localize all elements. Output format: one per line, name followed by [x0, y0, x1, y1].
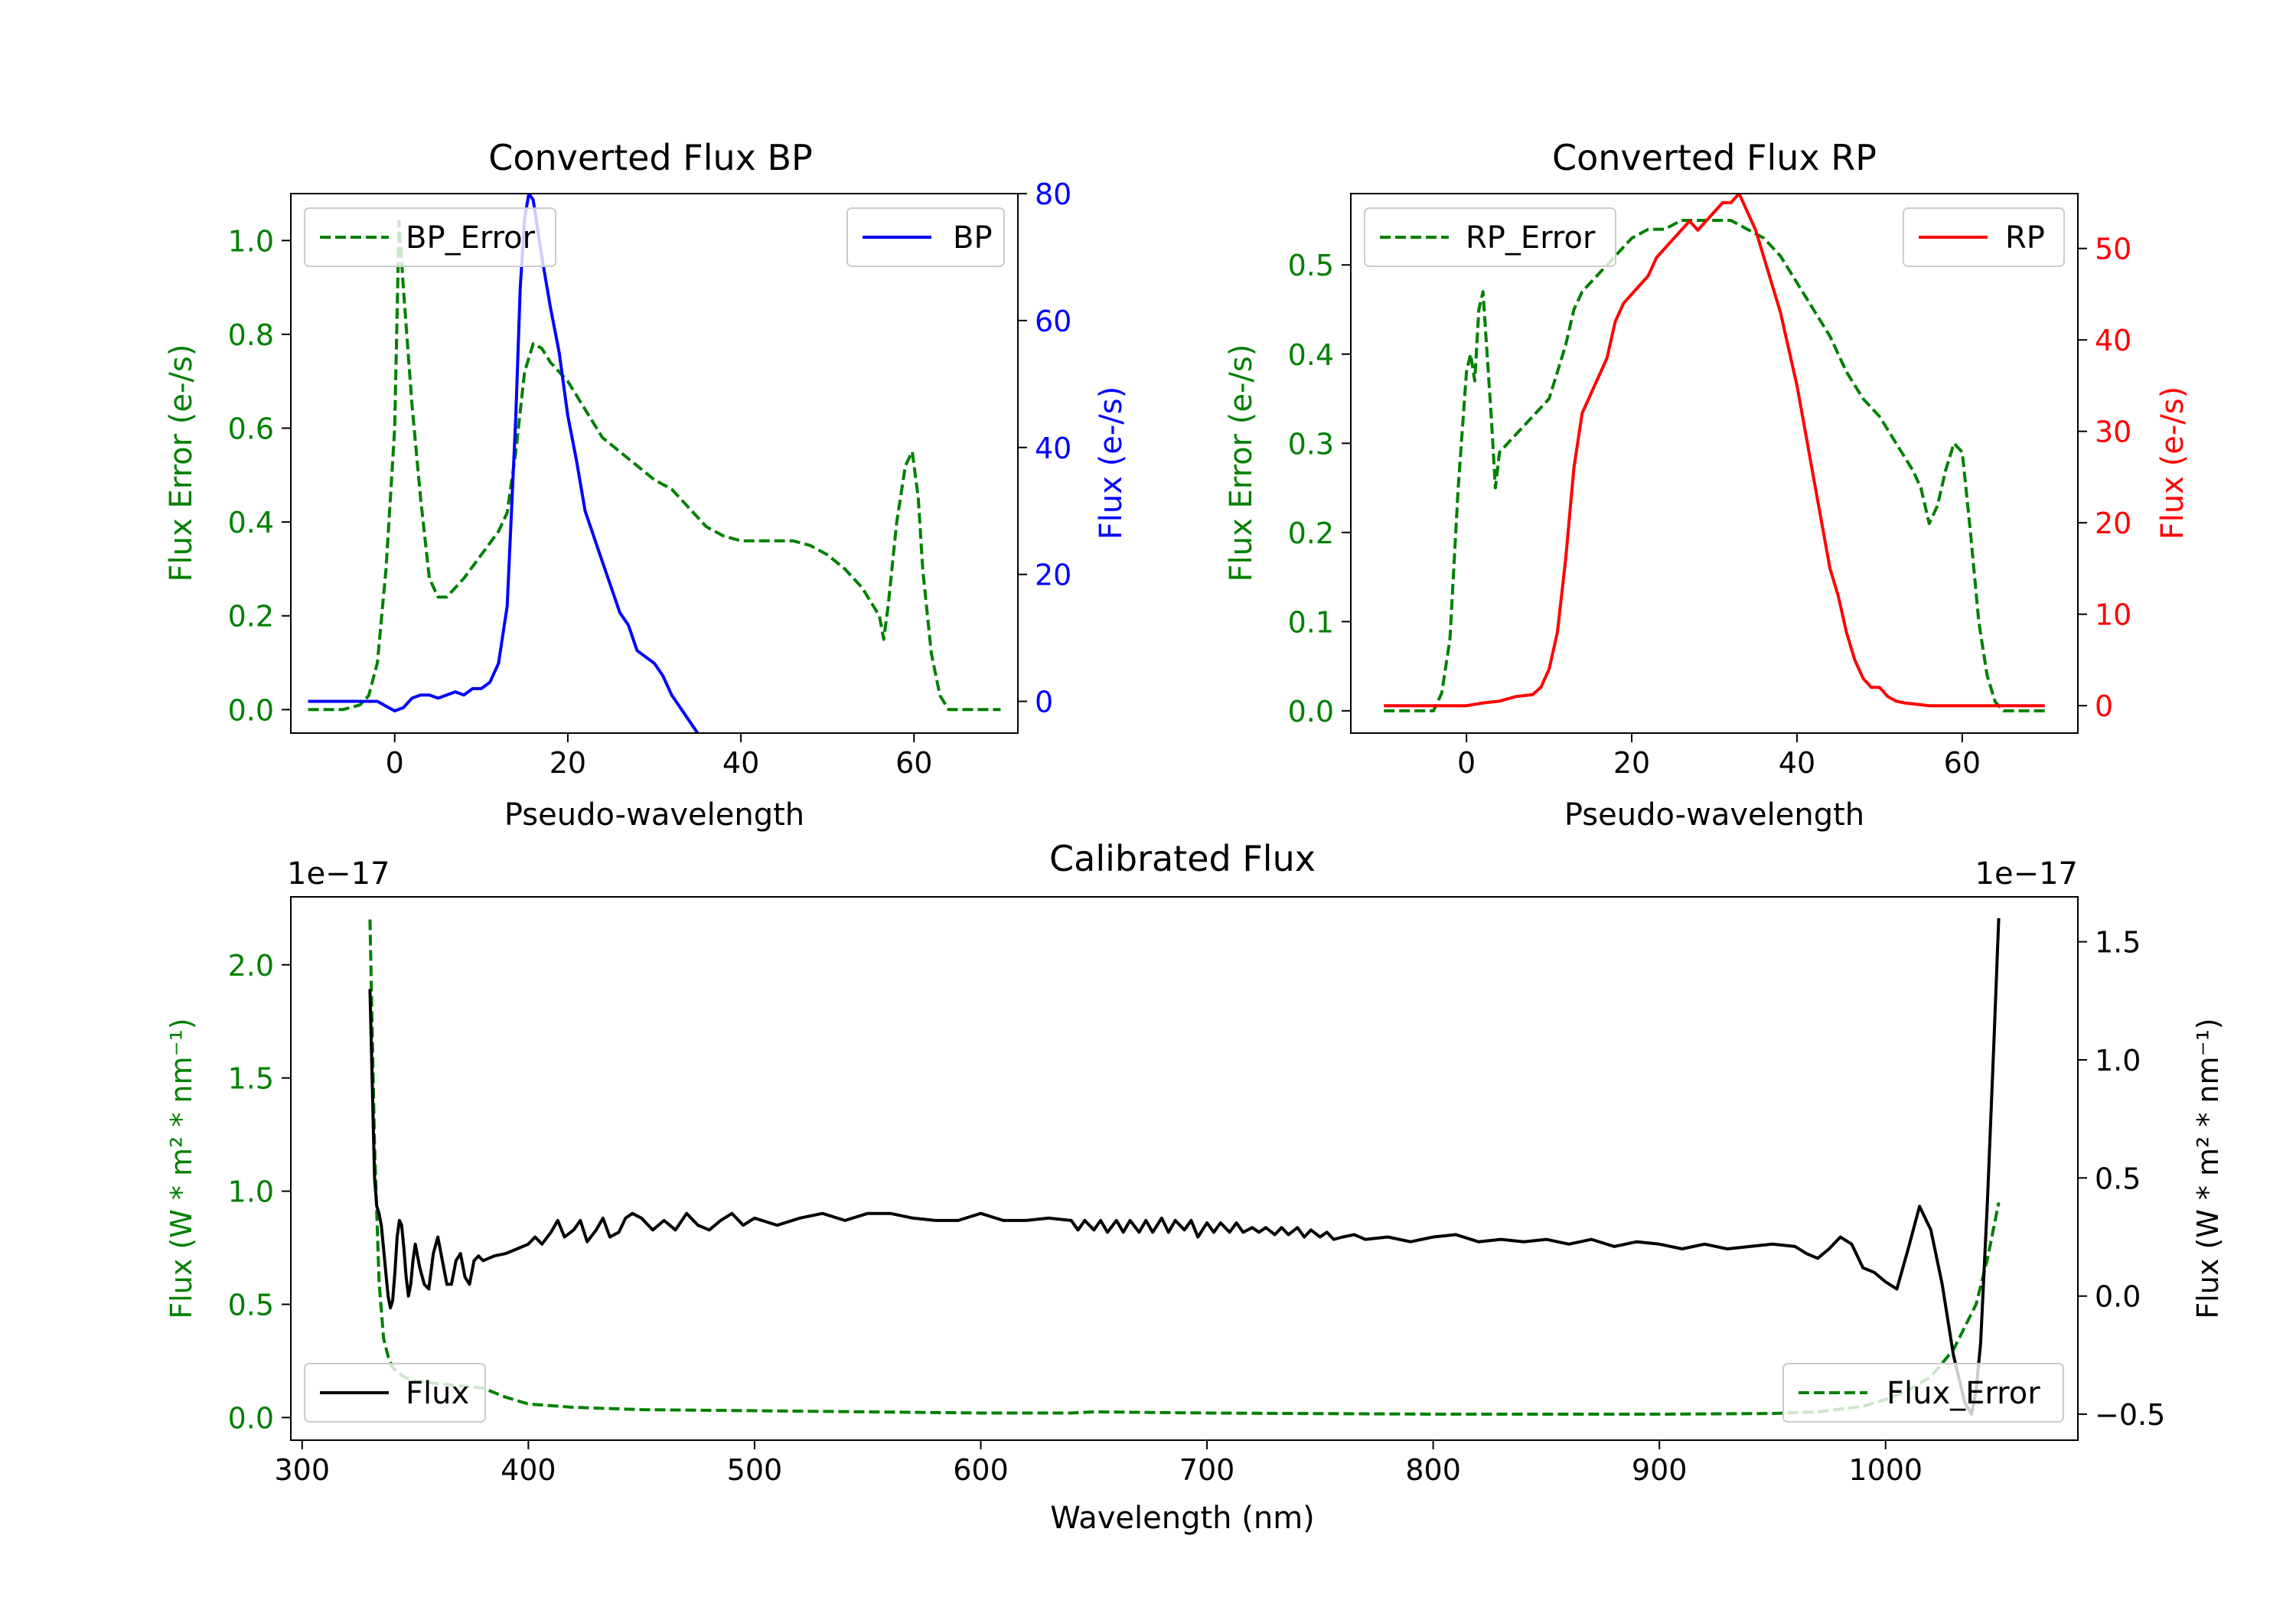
rp-legend-rp-label: RP — [2005, 220, 2045, 256]
cal-legend-error: Flux_Error — [1782, 1363, 2064, 1423]
bp-axes-frame — [290, 193, 1019, 734]
cal-y-right-tick-label: 1.0 — [2095, 1044, 2141, 1077]
rp-y-right-tick-label: 50 — [2095, 233, 2131, 266]
cal-legend-flux-label: Flux — [406, 1376, 469, 1411]
cal-y-right-tick-label: −0.5 — [2095, 1398, 2165, 1432]
cal-axes-frame — [290, 896, 2079, 1441]
rp-x-tick-label: 40 — [1779, 746, 1815, 780]
rp-y-left-tick-label: 0.4 — [1288, 338, 1334, 372]
bp-y-right-tick-label: 0 — [1035, 686, 1053, 719]
bp-y-right-tick-label: 20 — [1035, 559, 1071, 592]
rp-y-right-tick-label: 40 — [2095, 324, 2131, 357]
bp-y-left-tick-label: 0.8 — [228, 318, 274, 352]
bp-y-right-tick-label: 60 — [1035, 305, 1071, 338]
bp-y-axis-label-right: Flux (e-/s) — [1094, 386, 1129, 539]
rp-legend-rp: RP — [1903, 207, 2065, 267]
bp-y-left-tick-label: 0.6 — [228, 412, 274, 446]
cal-x-tick-label: 300 — [275, 1453, 331, 1487]
cal-series-flux — [368, 918, 2001, 1416]
bp-title: Converted Flux BP — [488, 137, 813, 178]
cal-y-left-tick-label: 1.5 — [228, 1062, 274, 1096]
bp-y-axis-label-left: Flux Error (e-/s) — [164, 344, 199, 582]
bp-x-tick-label: 40 — [722, 746, 759, 780]
cal-y-left-tick-label: 1.0 — [228, 1175, 274, 1209]
panel-bp: Converted Flux BP 0 20 40 60 0.00.20.40.60.… — [164, 137, 1129, 833]
rp-x-tick-label: 0 — [1457, 746, 1476, 780]
cal-x-ticks: 300 400 500 600 700 800 900 1000 — [275, 1440, 1923, 1487]
rp-y-axis-label-left: Flux Error (e-/s) — [1224, 344, 1259, 582]
cal-legend-error-label: Flux_Error — [1887, 1376, 2040, 1411]
rp-x-tick-label: 60 — [1944, 746, 1981, 780]
rp-legend-error: RP_Error — [1364, 207, 1616, 267]
cal-legend-flux: Flux — [304, 1363, 486, 1423]
rp-legend-error-label: RP_Error — [1466, 220, 1596, 256]
cal-y-right-tick-label: 1.5 — [2095, 926, 2141, 960]
rp-y-left-tick-label: 0.3 — [1288, 427, 1334, 461]
rp-y-left-tick-label: 0.2 — [1288, 517, 1334, 550]
cal-x-tick-label: 1000 — [1848, 1453, 1923, 1487]
bp-y-left-tick-label: 1.0 — [228, 224, 274, 258]
cal-y-axis-label-right: Flux (W * m² * nm⁻¹) — [2191, 1018, 2225, 1319]
bp-series-bp — [308, 194, 700, 733]
rp-y-right-tick-label: 20 — [2095, 507, 2131, 540]
bp-legend-error-label: BP_Error — [406, 220, 536, 256]
cal-x-tick-label: 700 — [1179, 1453, 1235, 1487]
cal-y-left-tick-label: 2.0 — [228, 949, 274, 983]
bp-plot-area — [308, 194, 1001, 733]
bp-x-tick-label: 60 — [895, 746, 932, 780]
panel-cal: Calibrated Flux 1e−17 1e−17 300 400 500 600… — [165, 838, 2225, 1536]
bp-y-left-tick-label: 0.4 — [228, 506, 274, 539]
bp-legend-bp: BP — [846, 207, 1005, 267]
rp-title: Converted Flux RP — [1552, 137, 1877, 178]
cal-y-ticks-right: −0.5 0.0 0.5 1.0 1.5 — [2078, 926, 2165, 1432]
rp-y-left-tick-label: 0.1 — [1288, 605, 1334, 639]
panel-rp: Converted Flux RP 0 20 40 60 0.00.10.20.30.… — [1224, 137, 2190, 833]
cal-title: Calibrated Flux — [1049, 838, 1316, 879]
cal-y-ticks-left: 0.0 0.5 1.0 1.5 2.0 — [228, 949, 291, 1435]
cal-x-tick-label: 800 — [1405, 1453, 1461, 1487]
cal-y-left-tick-label: 0.0 — [228, 1401, 274, 1435]
rp-plot-area — [1384, 194, 2045, 712]
rp-series-rp — [1384, 194, 2045, 708]
rp-y-left-tick-label: 0.5 — [1288, 249, 1334, 282]
rp-y-right-tick-label: 10 — [2095, 598, 2131, 632]
bp-legend-bp-label: BP — [953, 220, 993, 256]
bp-y-ticks-right: 0 20 40 60 80 — [1018, 178, 1071, 719]
rp-y-ticks-right: 0 10 20 30 40 50 — [2078, 233, 2131, 723]
cal-offset-right: 1e−17 — [1975, 856, 2078, 892]
cal-y-axis-label-left: Flux (W * m² * nm⁻¹) — [165, 1018, 198, 1319]
rp-x-ticks: 0 20 40 60 — [1457, 733, 1981, 780]
rp-y-left-tick-label: 0.0 — [1288, 695, 1334, 729]
cal-y-right-tick-label: 0.5 — [2095, 1162, 2141, 1195]
bp-x-tick-label: 0 — [386, 746, 404, 780]
bp-y-right-tick-label: 40 — [1035, 432, 1071, 465]
bp-y-ticks-left: 0.0 0.2 0.4 0.6 0.8 1.0 — [228, 224, 291, 727]
rp-y-right-tick-label: 30 — [2095, 416, 2131, 449]
cal-x-tick-label: 900 — [1632, 1453, 1688, 1487]
cal-x-axis-label: Wavelength (nm) — [1050, 1501, 1315, 1536]
cal-y-left-tick-label: 0.5 — [228, 1289, 274, 1322]
rp-y-right-tick-label: 0 — [2095, 689, 2113, 723]
bp-legend-error: BP_Error — [304, 207, 556, 267]
rp-series-rp-error — [1384, 219, 2045, 712]
bp-x-ticks: 0 20 40 60 — [386, 733, 932, 780]
cal-x-tick-label: 500 — [727, 1453, 783, 1487]
cal-x-tick-label: 600 — [953, 1453, 1009, 1487]
cal-y-right-tick-label: 0.0 — [2095, 1280, 2141, 1314]
bp-x-axis-label: Pseudo-wavelength — [504, 797, 804, 833]
bp-x-tick-label: 20 — [550, 746, 586, 780]
rp-axes-frame — [1350, 193, 2079, 734]
bp-y-left-tick-label: 0.0 — [228, 693, 274, 727]
cal-x-tick-label: 400 — [501, 1453, 556, 1487]
rp-y-ticks-left: 0.0 0.1 0.2 0.3 0.4 0.5 — [1288, 249, 1351, 729]
bp-y-left-tick-label: 0.2 — [228, 600, 274, 634]
bp-series-bp-error — [308, 220, 1001, 712]
cal-offset-left: 1e−17 — [287, 856, 390, 892]
bp-y-right-tick-label: 80 — [1035, 178, 1071, 211]
rp-x-axis-label: Pseudo-wavelength — [1564, 797, 1864, 833]
rp-x-tick-label: 20 — [1613, 746, 1650, 780]
rp-y-axis-label-right: Flux (e-/s) — [2155, 386, 2190, 539]
